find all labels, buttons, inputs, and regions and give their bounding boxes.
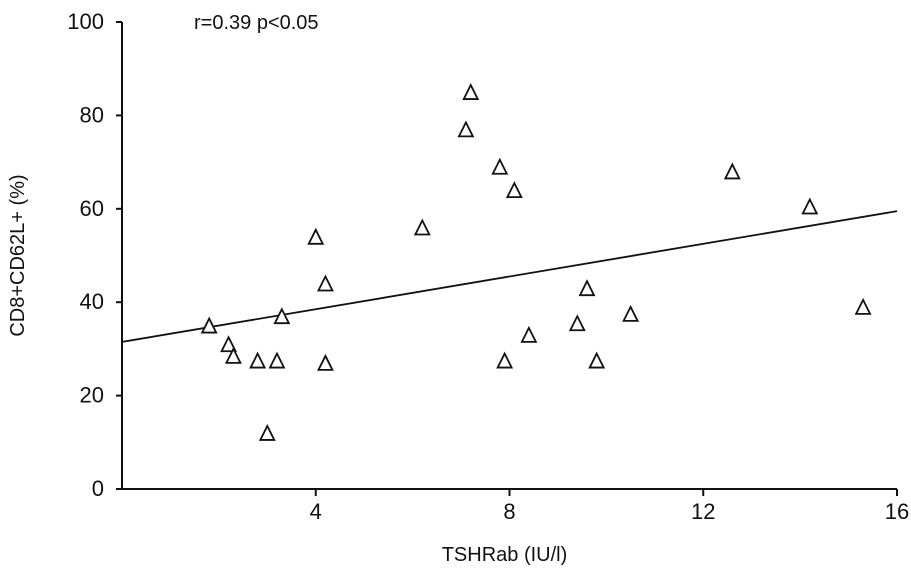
y-tick-label: 80 — [80, 102, 104, 127]
data-point-triangle — [491, 157, 509, 175]
data-point-triangle — [462, 83, 480, 100]
data-point-triangle — [273, 307, 291, 325]
y-tick-label: 40 — [80, 289, 104, 314]
data-point-triangle — [723, 162, 741, 180]
y-tick-label: 60 — [80, 196, 104, 221]
x-tick-label: 12 — [691, 499, 715, 524]
x-tick-label: 8 — [503, 499, 515, 524]
axes — [116, 21, 898, 496]
data-point-triangle — [200, 316, 218, 334]
y-tick-label: 0 — [92, 476, 104, 501]
data-point-triangle — [801, 197, 819, 215]
y-tick-label: 20 — [80, 383, 104, 408]
data-point-triangle — [220, 335, 238, 353]
data-point-triangle — [568, 314, 586, 332]
regression-line — [121, 210, 898, 343]
data-point-triangle — [307, 227, 325, 245]
x-tick-label: 16 — [885, 499, 909, 524]
data-point-triangle — [496, 351, 514, 369]
data-point-triangle — [578, 279, 596, 297]
data-point-triangle — [520, 325, 538, 343]
data-point-triangle — [258, 423, 276, 441]
data-point-triangle — [268, 351, 286, 369]
data-point-triangle — [249, 351, 267, 369]
y-tick-label: 100 — [67, 9, 104, 34]
data-point-triangle — [457, 120, 475, 138]
scatter-points — [200, 83, 872, 441]
data-point-triangle — [588, 351, 606, 369]
data-point-triangle — [505, 181, 523, 199]
data-point-triangle — [854, 297, 872, 315]
y-axis-title: CD8+CD62L+ (%) — [7, 174, 29, 336]
correlation-annotation: r=0.39 p<0.05 — [194, 12, 319, 34]
data-point-triangle — [622, 304, 640, 322]
x-tick-label: 4 — [310, 499, 322, 524]
data-point-triangle — [224, 346, 242, 364]
data-point-triangle — [316, 353, 334, 371]
data-point-triangle — [413, 218, 431, 236]
x-axis-title: TSHRab (IU/l) — [442, 544, 568, 566]
data-point-triangle — [316, 274, 334, 292]
chart-labels: 0 20 40 60 80 100 4 8 12 16 TSHRab (IU/l) CD8+CD62L… — [7, 9, 909, 566]
regression-layer — [121, 210, 898, 343]
